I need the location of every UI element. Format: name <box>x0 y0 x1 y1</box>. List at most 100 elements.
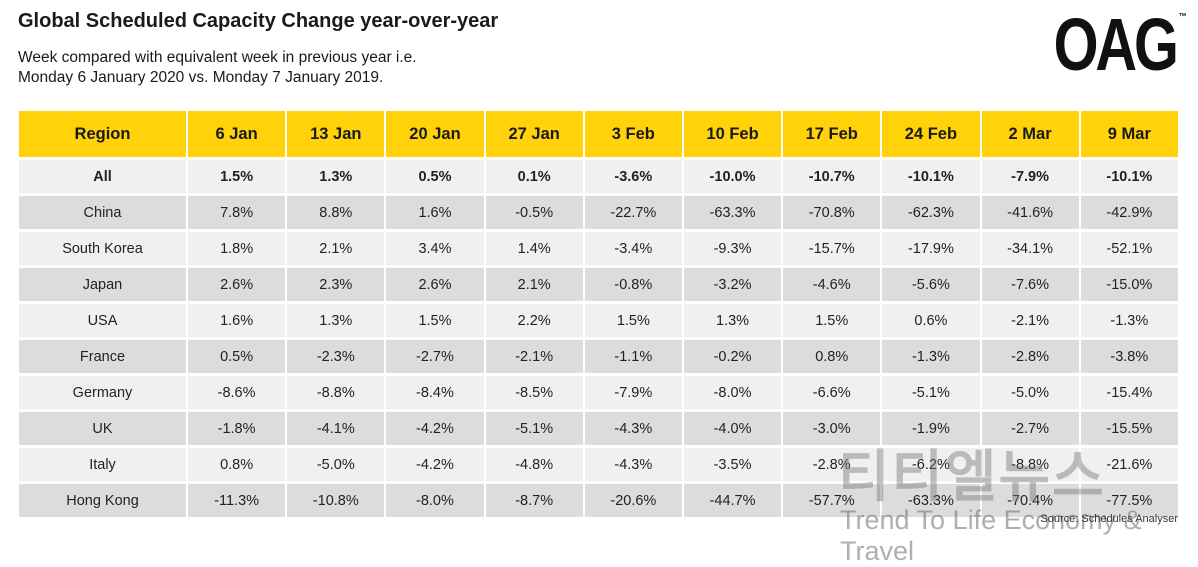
value-cell: 0.8% <box>188 448 286 481</box>
value-cell: 2.1% <box>485 268 583 301</box>
value-cell: -62.3% <box>882 196 980 229</box>
value-cell: 0.6% <box>882 304 980 337</box>
value-cell: -44.7% <box>683 484 782 517</box>
value-cell: -4.3% <box>584 448 682 481</box>
value-cell: -10.1% <box>882 160 980 193</box>
value-cell: -15.4% <box>1080 376 1178 409</box>
value-cell: -2.8% <box>783 448 881 481</box>
table-row: Italy 0.8% -5.0% -4.2% -4.8% -4.3% -3.5% -2.8% -… <box>19 448 1178 481</box>
value-cell: -41.6% <box>981 196 1079 229</box>
value-cell: -10.1% <box>1080 160 1178 193</box>
value-cell: -3.0% <box>783 412 881 445</box>
column-header-region: Region <box>19 111 186 157</box>
subtitle-line-2: Monday 6 January 2020 vs. Monday 7 Janua… <box>18 69 384 86</box>
value-cell: -8.6% <box>188 376 286 409</box>
value-cell: -0.8% <box>584 268 682 301</box>
value-cell: -57.7% <box>783 484 881 517</box>
value-cell: -22.7% <box>584 196 682 229</box>
column-header-week: 24 Feb <box>882 111 980 157</box>
value-cell: -10.7% <box>783 160 881 193</box>
region-cell: USA <box>19 304 186 337</box>
value-cell: 1.5% <box>386 304 484 337</box>
value-cell: 2.6% <box>386 268 484 301</box>
value-cell: 0.5% <box>386 160 484 193</box>
value-cell: -8.8% <box>981 448 1079 481</box>
trademark-symbol: ™ <box>1179 12 1188 23</box>
value-cell: -4.6% <box>783 268 881 301</box>
column-header-week: 13 Jan <box>287 111 385 157</box>
value-cell: 0.1% <box>485 160 583 193</box>
value-cell: -4.2% <box>386 412 484 445</box>
value-cell: -3.4% <box>584 232 682 265</box>
value-cell: -6.6% <box>783 376 881 409</box>
value-cell: -63.3% <box>683 196 782 229</box>
value-cell: -2.1% <box>981 304 1079 337</box>
value-cell: -5.0% <box>981 376 1079 409</box>
value-cell: -15.5% <box>1080 412 1178 445</box>
value-cell: 1.6% <box>386 196 484 229</box>
value-cell: -8.8% <box>287 376 385 409</box>
value-cell: 1.6% <box>188 304 286 337</box>
region-cell: France <box>19 340 186 373</box>
value-cell: -4.2% <box>386 448 484 481</box>
value-cell: -8.4% <box>386 376 484 409</box>
value-cell: 1.5% <box>783 304 881 337</box>
table-row: France 0.5% -2.3% -2.7% -2.1% -1.1% -0.2% 0.8% -… <box>19 340 1178 373</box>
value-cell: -8.7% <box>485 484 583 517</box>
value-cell: 2.2% <box>485 304 583 337</box>
region-cell: Italy <box>19 448 186 481</box>
region-cell: All <box>19 160 186 193</box>
value-cell: 1.8% <box>188 232 286 265</box>
value-cell: -8.5% <box>485 376 583 409</box>
value-cell: -1.3% <box>1080 304 1178 337</box>
column-header-week: 17 Feb <box>783 111 881 157</box>
value-cell: -1.1% <box>584 340 682 373</box>
value-cell: -8.0% <box>683 376 782 409</box>
value-cell: -70.8% <box>783 196 881 229</box>
value-cell: 7.8% <box>188 196 286 229</box>
value-cell: -4.3% <box>584 412 682 445</box>
value-cell: -52.1% <box>1080 232 1178 265</box>
value-cell: 8.8% <box>287 196 385 229</box>
value-cell: -7.9% <box>981 160 1079 193</box>
value-cell: -2.8% <box>981 340 1079 373</box>
value-cell: 2.3% <box>287 268 385 301</box>
value-cell: 1.5% <box>188 160 286 193</box>
value-cell: -5.6% <box>882 268 980 301</box>
table-body: All 1.5% 1.3% 0.5% 0.1% -3.6% -10.0% -10.7% -10.… <box>19 160 1178 517</box>
value-cell: 2.1% <box>287 232 385 265</box>
value-cell: -8.0% <box>386 484 484 517</box>
value-cell: -5.1% <box>485 412 583 445</box>
value-cell: -70.4% <box>981 484 1079 517</box>
value-cell: -3.8% <box>1080 340 1178 373</box>
value-cell: -3.6% <box>584 160 682 193</box>
value-cell: -4.0% <box>683 412 782 445</box>
value-cell: 1.3% <box>683 304 782 337</box>
oag-logo: OAG ™ <box>1054 2 1188 87</box>
value-cell: -20.6% <box>584 484 682 517</box>
watermark-korean: 티티엘뉴스 <box>838 445 1106 510</box>
value-cell: -15.7% <box>783 232 881 265</box>
value-cell: -17.9% <box>882 232 980 265</box>
source-note: Source: Schedules Analyser <box>1040 513 1178 525</box>
region-cell: Germany <box>19 376 186 409</box>
table-row: Germany -8.6% -8.8% -8.4% -8.5% -7.9% -8.0% -6.… <box>19 376 1178 409</box>
value-cell: -42.9% <box>1080 196 1178 229</box>
value-cell: 0.8% <box>783 340 881 373</box>
table-row: Japan 2.6% 2.3% 2.6% 2.1% -0.8% -3.2% -4.6% -5.6… <box>19 268 1178 301</box>
region-cell: Japan <box>19 268 186 301</box>
value-cell: -5.0% <box>287 448 385 481</box>
value-cell: -0.2% <box>683 340 782 373</box>
value-cell: -63.3% <box>882 484 980 517</box>
column-header-week: 9 Mar <box>1080 111 1178 157</box>
table-header-row: Region 6 Jan 13 Jan 20 Jan 27 Jan 3 Feb 10 Feb… <box>19 111 1178 157</box>
table-row: China 7.8% 8.8% 1.6% -0.5% -22.7% -63.3% -70.8%… <box>19 196 1178 229</box>
value-cell: -11.3% <box>188 484 286 517</box>
chart-subtitle: Week compared with equivalent week in pr… <box>18 48 417 88</box>
value-cell: -15.0% <box>1080 268 1178 301</box>
value-cell: -77.5% <box>1080 484 1178 517</box>
column-header-week: 20 Jan <box>386 111 484 157</box>
value-cell: -34.1% <box>981 232 1079 265</box>
chart-title: Global Scheduled Capacity Change year-ov… <box>18 10 499 32</box>
value-cell: -7.6% <box>981 268 1079 301</box>
